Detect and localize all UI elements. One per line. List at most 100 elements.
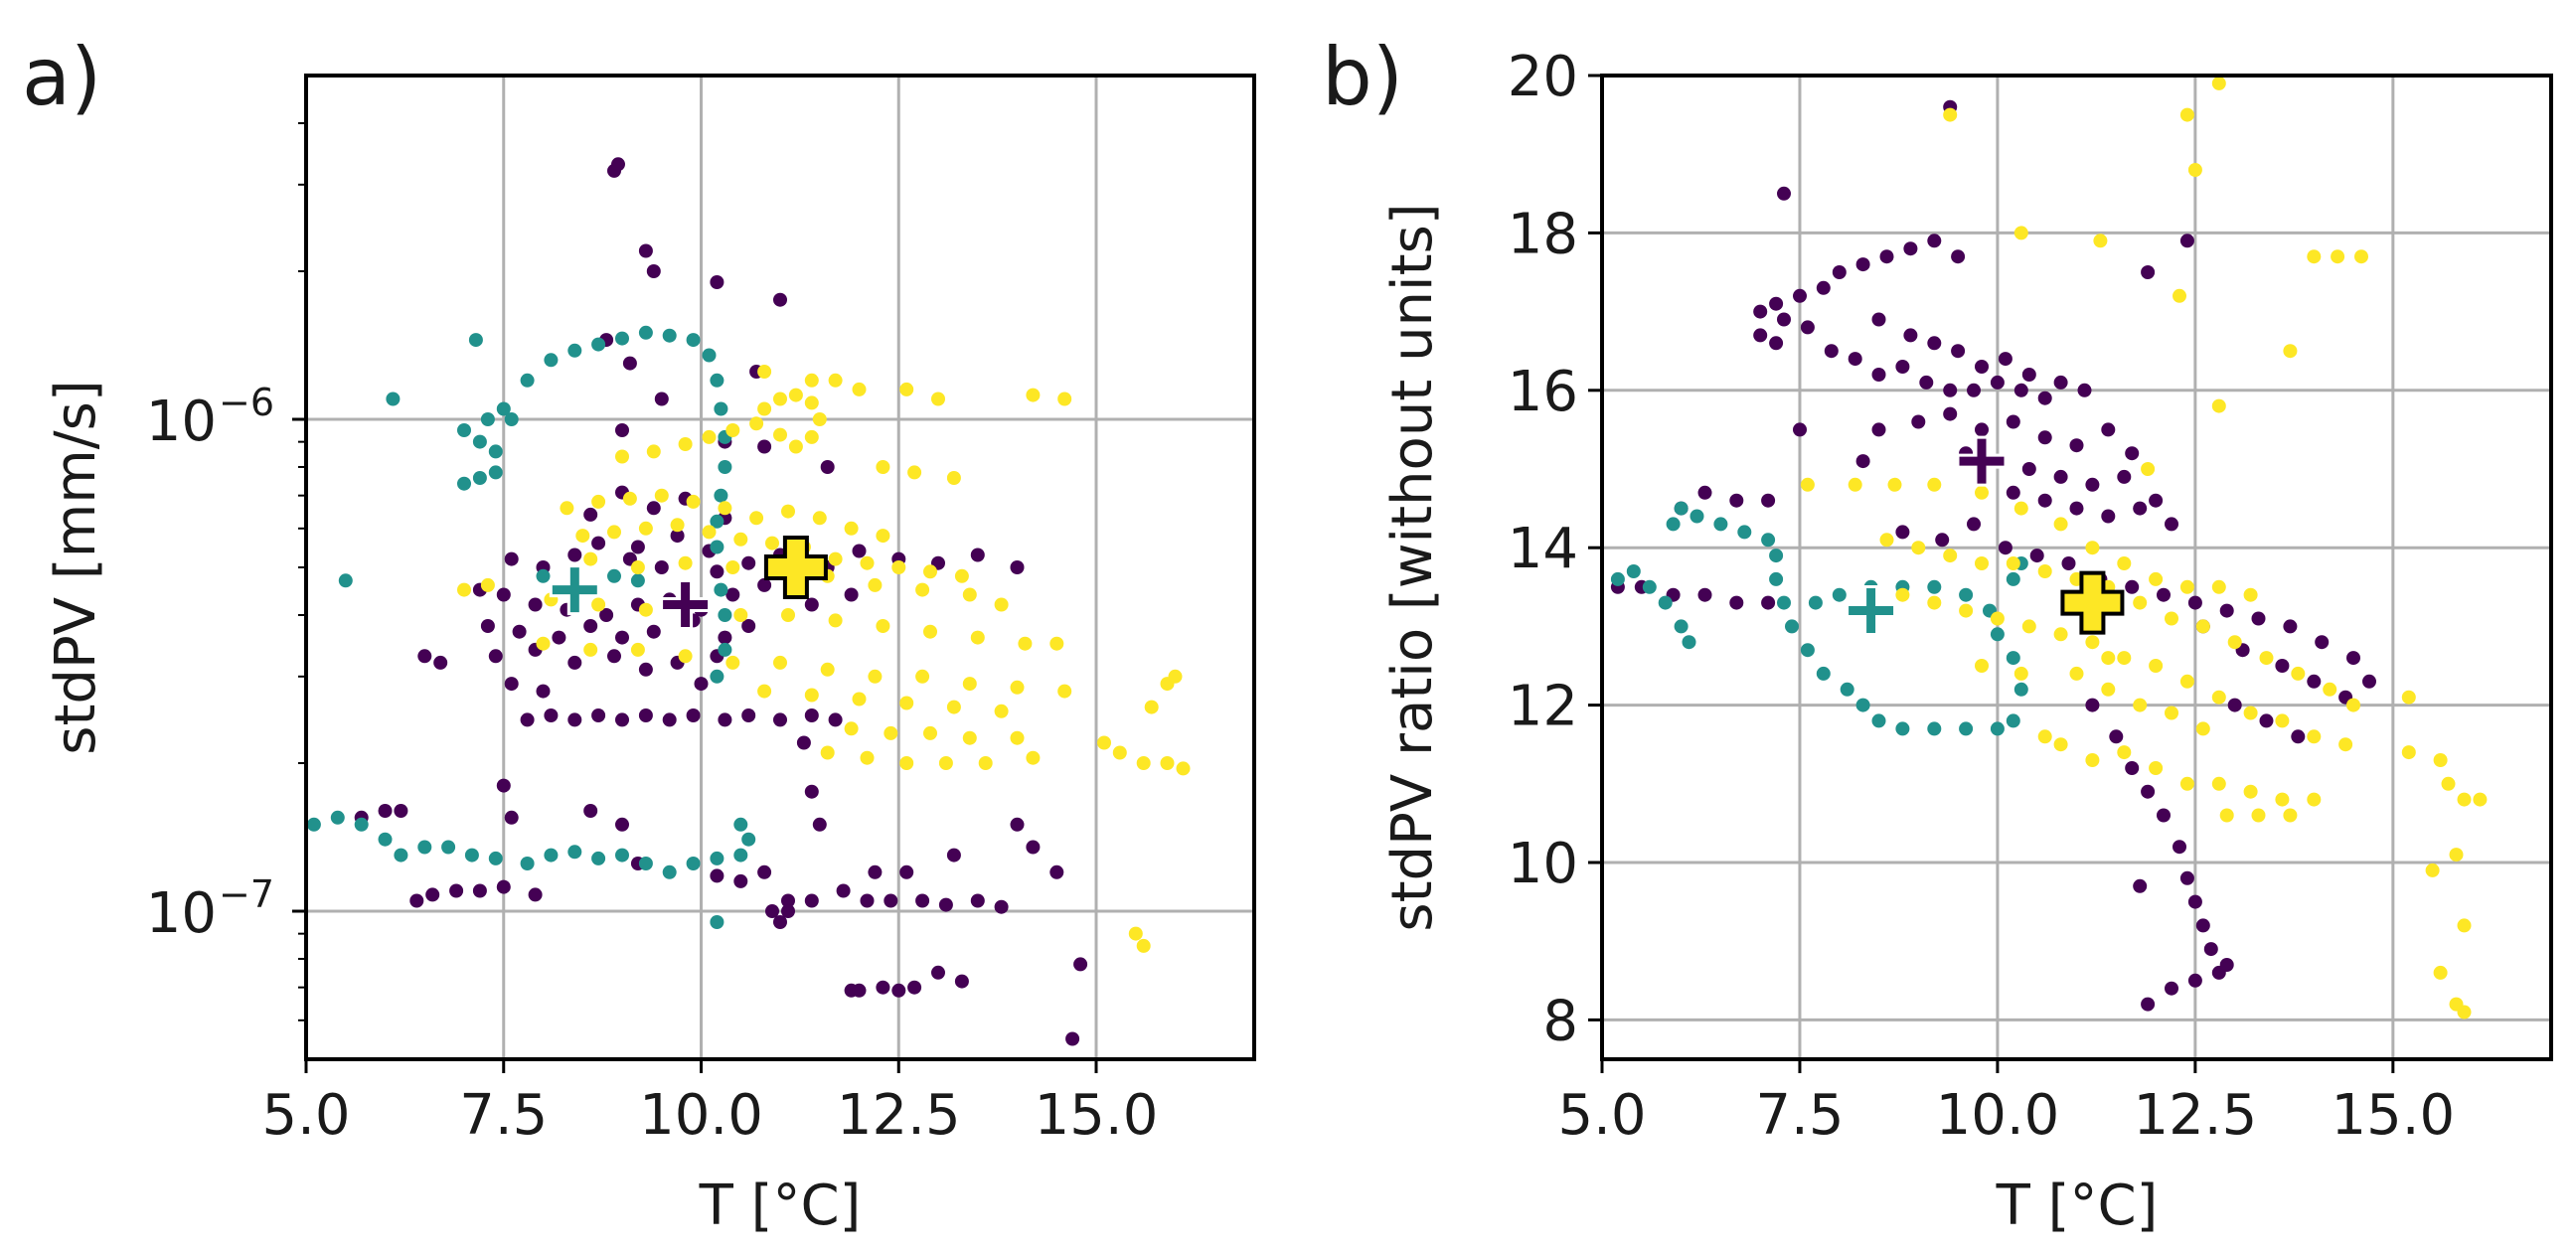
data-point (1160, 756, 1175, 770)
data-point (1998, 352, 2012, 367)
data-point (1065, 1031, 1080, 1046)
x-tick-label: 12.5 (2134, 1083, 2258, 1148)
data-point (1935, 533, 1950, 548)
data-point (1642, 579, 1657, 594)
data-point (2053, 517, 2068, 532)
data-point (2187, 163, 2202, 177)
data-point (733, 608, 748, 622)
data-point (1943, 383, 1958, 397)
data-point (591, 337, 606, 352)
grid-b (1600, 74, 2551, 1059)
data-point (2125, 579, 2140, 594)
data-point (449, 883, 464, 898)
data-point (836, 883, 851, 898)
data-point (544, 353, 559, 368)
data-point (2211, 398, 2226, 413)
data-point (2283, 344, 2298, 359)
data-point (2179, 579, 2194, 594)
data-point (710, 275, 724, 289)
data-point (2037, 729, 2052, 744)
data-point (1753, 304, 1768, 319)
data-point (2195, 918, 2210, 933)
data-point (2013, 501, 2028, 516)
data-point (544, 848, 559, 863)
data-point (804, 893, 819, 908)
data-point (714, 582, 728, 597)
data-point (1959, 603, 1974, 618)
data-point (2133, 698, 2148, 712)
y-tick-exponent: −7 (219, 872, 274, 916)
data-point (781, 608, 795, 622)
data-point (828, 613, 843, 628)
y-tick-label: 10 (1508, 832, 1578, 896)
data-point (796, 735, 811, 750)
data-point (710, 540, 724, 554)
data-point (2307, 792, 2322, 807)
data-point (2117, 651, 2132, 666)
data-point (804, 429, 819, 444)
data-point (2021, 368, 2036, 382)
data-point (560, 501, 574, 516)
data-point (2251, 611, 2266, 626)
data-point (488, 444, 503, 459)
data-point (994, 704, 1009, 718)
data-point (662, 712, 677, 727)
data-point (2141, 265, 2156, 279)
data-point (2307, 729, 2322, 744)
data-point (1018, 636, 1033, 651)
data-point (496, 778, 511, 793)
y-tick-label: 20 (1508, 45, 1578, 109)
data-point (757, 864, 772, 879)
data-point (860, 750, 875, 765)
data-point (2085, 753, 2100, 767)
data-point (1887, 477, 1902, 492)
data-point (938, 756, 953, 770)
data-point (1919, 375, 1934, 390)
data-point (852, 692, 867, 706)
data-point (1769, 571, 1784, 586)
data-point (2251, 808, 2266, 823)
data-point (504, 412, 519, 426)
data-point (804, 784, 819, 799)
data-point (2323, 682, 2337, 697)
data-point (2346, 698, 2360, 712)
data-point (1816, 280, 1831, 295)
data-point (528, 887, 543, 902)
data-point (654, 488, 669, 503)
data-point (2133, 878, 2148, 893)
data-point (1697, 485, 1712, 500)
data-point (2211, 690, 2226, 705)
data-point (1855, 257, 1870, 272)
data-point (2165, 517, 2178, 532)
data-point (686, 333, 701, 348)
data-point (394, 848, 408, 863)
data-point (702, 429, 717, 444)
data-point (1729, 595, 1744, 610)
data-point (1785, 619, 1799, 634)
x-tick-label: 5.0 (261, 1083, 350, 1148)
data-point (536, 684, 551, 699)
data-point (1049, 864, 1064, 879)
data-point (646, 501, 661, 516)
data-point (733, 532, 748, 547)
data-point (907, 980, 922, 995)
data-point (820, 460, 835, 474)
data-point (457, 582, 471, 597)
data-point (2219, 808, 2234, 823)
panel-b-label: b) (1322, 31, 1403, 123)
data-point (670, 529, 685, 544)
data-point (2013, 666, 2028, 681)
data-point (575, 529, 590, 544)
data-point (1975, 360, 1989, 374)
data-point (2243, 706, 2258, 720)
data-point (504, 551, 519, 566)
data-point (899, 756, 914, 770)
data-point (654, 560, 669, 574)
data-point (852, 382, 867, 396)
data-point (2315, 635, 2330, 650)
data-point (915, 582, 930, 597)
data-point (678, 437, 693, 451)
data-point (1832, 265, 1847, 279)
data-point (978, 756, 993, 770)
